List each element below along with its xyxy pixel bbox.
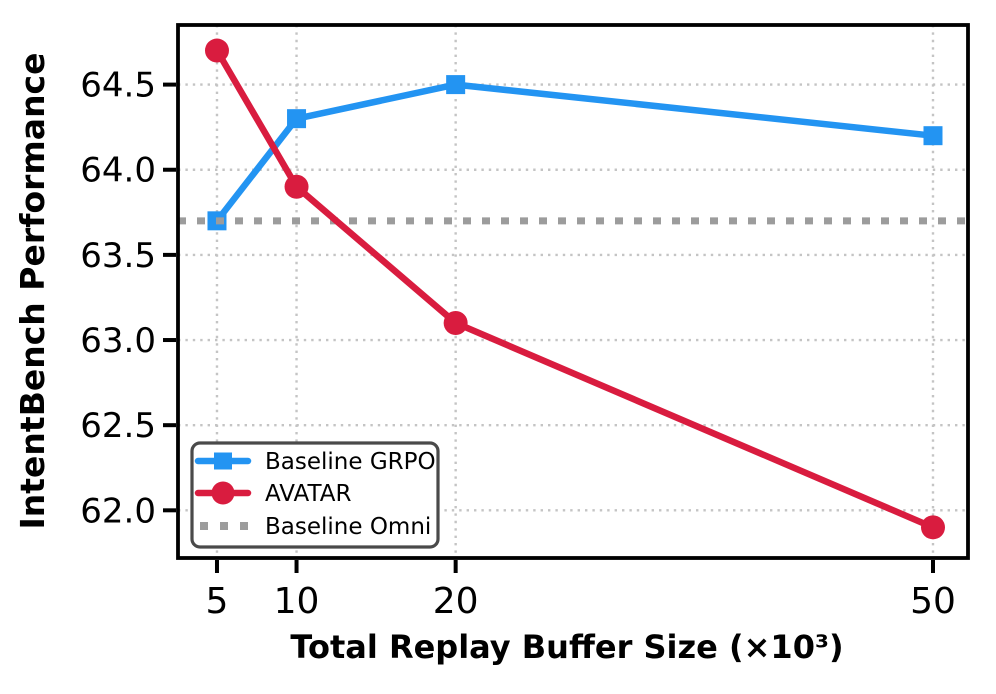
- marker-circle-avatar-x5: [204, 38, 229, 63]
- y-tick-label-62.5: 62.5: [80, 406, 156, 446]
- marker-circle-avatar-x20: [443, 311, 468, 336]
- y-tick-label-62.0: 62.0: [80, 491, 156, 531]
- x-tick-label-50: 50: [910, 581, 956, 622]
- legend-label-avatar: AVATAR: [265, 481, 351, 507]
- marker-circle-avatar-x10: [284, 174, 309, 199]
- y-tick-label-64.5: 64.5: [80, 66, 156, 106]
- x-tick-label-20: 20: [433, 581, 479, 622]
- marker-square-baseline-grpo-x50: [923, 126, 943, 146]
- axes-spine: [176, 23, 970, 560]
- y-axis-label: IntentBench Performance: [13, 52, 52, 529]
- x-tick-label-5: 5: [206, 581, 229, 622]
- series-baseline-grpo: [207, 75, 943, 231]
- series-avatar: [204, 38, 945, 540]
- legend-entry-baseline-grpo: Baseline GRPO: [194, 449, 436, 475]
- legend-label-baseline-omni: Baseline Omni: [265, 514, 431, 540]
- legend: Baseline GRPO AVATAR Baseline Omni: [190, 441, 440, 549]
- y-tick-label-64.0: 64.0: [80, 151, 156, 191]
- legend-marker-square-baseline-grpo: [214, 452, 232, 470]
- legend-box: [190, 441, 440, 549]
- legend-label-baseline-grpo: Baseline GRPO: [265, 449, 436, 475]
- marker-square-baseline-grpo-x10: [287, 109, 307, 129]
- series-line-baseline-grpo: [213, 81, 937, 225]
- x-tick-label-10: 10: [274, 581, 320, 622]
- marker-circle-avatar-x50: [920, 515, 945, 540]
- y-tick-label-63.0: 63.0: [80, 321, 156, 361]
- legend-marker-circle-avatar: [211, 481, 235, 505]
- series-line-avatar: [213, 47, 937, 531]
- y-tick-label-63.5: 63.5: [80, 236, 156, 276]
- legend-entry-baseline-omni: Baseline Omni: [200, 514, 431, 540]
- x-axis-label: Total Replay Buffer Size (×10³): [290, 628, 843, 666]
- marker-square-baseline-grpo-x20: [446, 75, 466, 95]
- legend-entry-avatar: AVATAR: [194, 481, 351, 507]
